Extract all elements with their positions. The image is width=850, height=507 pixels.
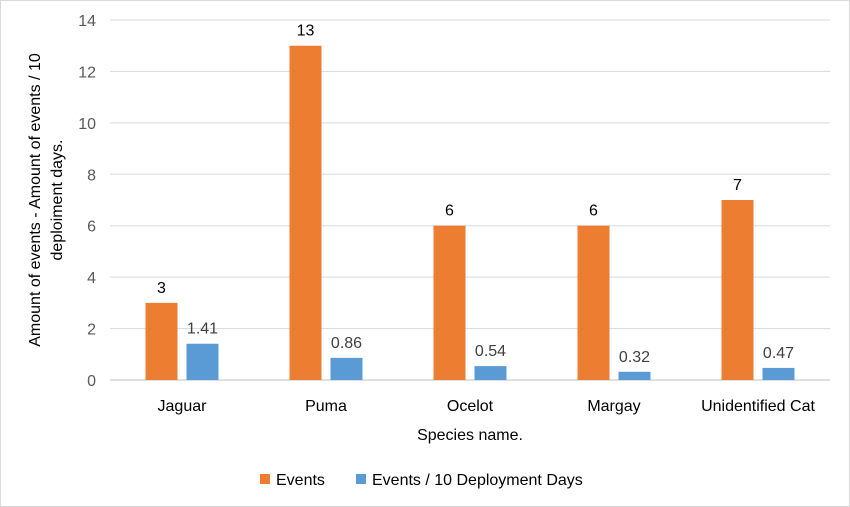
bar-events-per-10-days [186, 343, 219, 380]
bar-events-per-10-days [762, 367, 795, 380]
y-tick-label: 0 [87, 373, 96, 390]
legend-swatch-events-per-10-days [356, 474, 366, 484]
x-category-label: Jaguar [158, 398, 208, 415]
data-label: 0.47 [763, 345, 794, 362]
bar-events [577, 225, 610, 380]
bar-events-per-10-days [330, 357, 363, 380]
data-labels: 3 1.41 13 0.86 6 0.54 6 0.32 7 0.47 [157, 23, 794, 366]
legend-swatch-events [260, 474, 270, 484]
bar-events [721, 200, 754, 380]
data-label: 0.54 [475, 343, 506, 360]
bar-events [433, 225, 466, 380]
legend: Events Events / 10 Deployment Days [260, 472, 583, 489]
x-category-label: Puma [305, 398, 347, 415]
data-label: 0.32 [619, 349, 650, 366]
gridlines [110, 19, 830, 381]
x-axis-title: Species name. [417, 427, 523, 444]
data-label: 7 [733, 177, 742, 194]
data-label: 13 [297, 23, 315, 40]
x-category-labels: Jaguar Puma Ocelot Margay Unidentified Cat [158, 398, 816, 415]
y-tick-label: 12 [78, 64, 96, 81]
x-category-label: Ocelot [447, 398, 494, 415]
y-axis-title-line-1: Amount of events - Amount of events / 10 [27, 53, 44, 347]
bars [145, 45, 795, 380]
data-label: 6 [589, 203, 598, 220]
y-tick-labels: 0 2 4 6 8 10 12 14 [78, 13, 96, 390]
data-label: 0.86 [331, 335, 362, 352]
bar-events-per-10-days [618, 371, 651, 380]
y-axis-title-line-2: deploiment days. [49, 140, 66, 261]
bar-events [145, 302, 178, 380]
x-category-label: Unidentified Cat [701, 398, 815, 415]
bar-events-per-10-days [474, 366, 507, 380]
y-tick-label: 8 [87, 167, 96, 184]
y-tick-label: 6 [87, 219, 96, 236]
x-category-label: Margay [587, 398, 640, 415]
data-label: 1.41 [187, 321, 218, 338]
bar-events [289, 45, 322, 380]
y-axis-title: Amount of events - Amount of events / 10… [27, 53, 66, 347]
y-tick-label: 14 [78, 13, 96, 30]
y-tick-label: 2 [87, 322, 96, 339]
data-label: 6 [445, 203, 454, 220]
y-tick-label: 4 [87, 270, 96, 287]
legend-label: Events [276, 472, 325, 489]
legend-label: Events / 10 Deployment Days [372, 472, 583, 489]
data-label: 3 [157, 280, 166, 297]
y-tick-label: 10 [78, 116, 96, 133]
